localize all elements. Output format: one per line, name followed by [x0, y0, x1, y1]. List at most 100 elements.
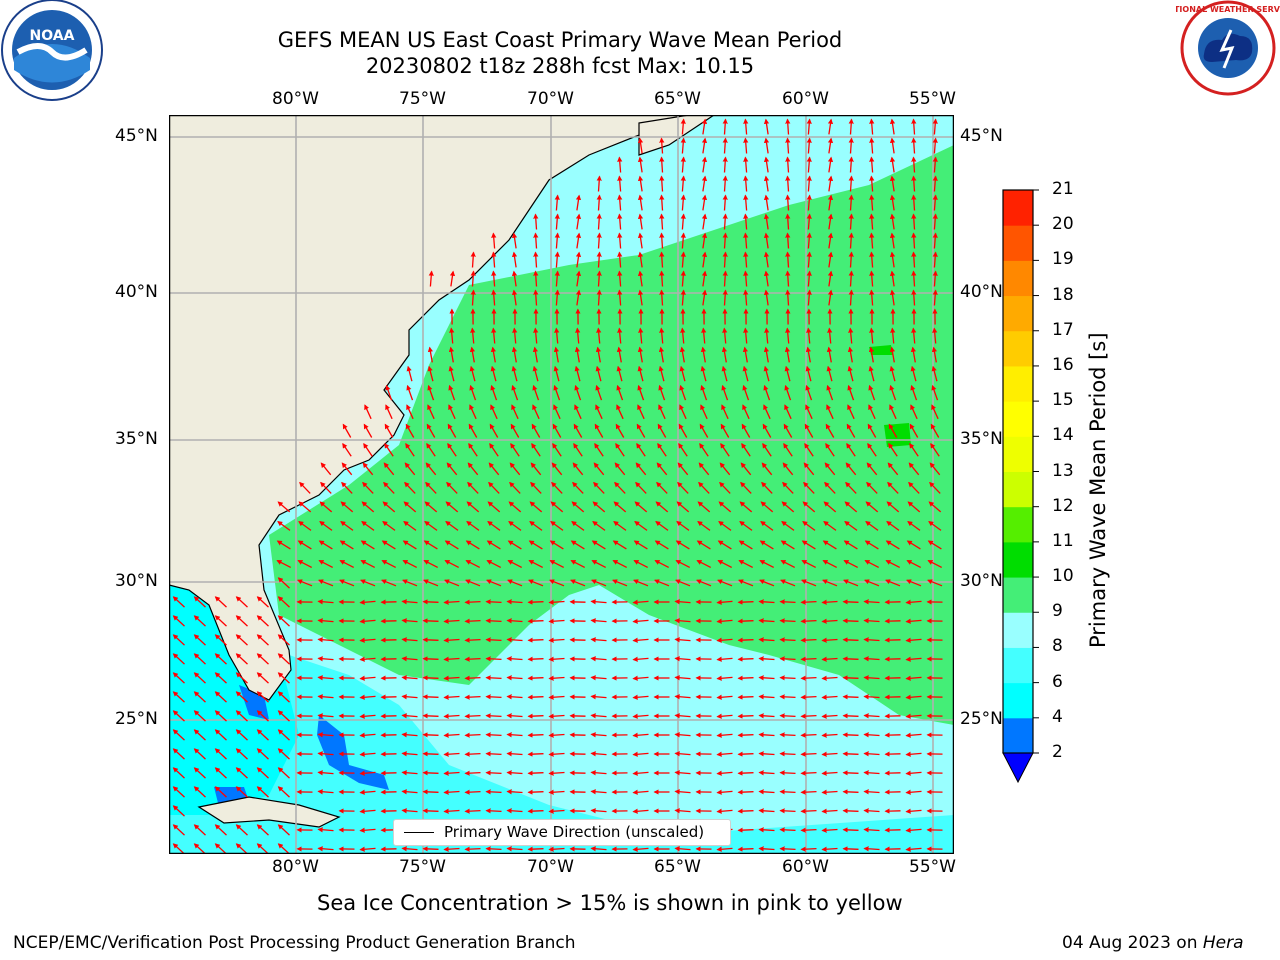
wave-arrow — [443, 789, 460, 795]
wave-arrow — [657, 423, 667, 438]
wave-arrow — [889, 289, 896, 306]
wave-arrow — [889, 118, 896, 135]
wave-arrow — [508, 520, 522, 531]
wave-arrow — [490, 404, 498, 420]
wave-arrow — [590, 808, 607, 814]
wave-arrow — [743, 118, 749, 135]
wave-arrow — [466, 520, 480, 531]
wave-arrow — [680, 251, 686, 268]
wave-arrow — [172, 653, 185, 665]
colorbar-cell — [1003, 577, 1033, 613]
wave-arrow — [464, 618, 481, 624]
wave-arrow — [485, 713, 502, 719]
lat-label-left: 35°N — [115, 429, 158, 449]
wave-arrow — [932, 327, 938, 344]
wave-arrow — [763, 270, 770, 287]
wave-arrow — [485, 618, 502, 624]
wave-arrow — [931, 365, 938, 382]
wave-arrow — [550, 520, 564, 531]
wave-arrow — [783, 442, 793, 457]
wave-arrow — [235, 843, 248, 854]
wave-arrow — [510, 423, 520, 438]
wave-arrow — [844, 501, 858, 513]
wave-arrow — [615, 442, 625, 457]
wave-arrow — [785, 251, 791, 268]
wave-arrow — [674, 618, 691, 624]
wave-arrow — [469, 384, 477, 401]
wave-arrow — [910, 346, 916, 363]
wave-arrow — [716, 675, 733, 681]
wave-arrow — [383, 462, 395, 476]
wave-arrow — [911, 213, 917, 230]
wave-arrow — [680, 232, 686, 249]
wave-arrow — [889, 365, 896, 382]
wave-arrow — [235, 672, 248, 684]
wave-arrow — [847, 346, 853, 363]
wave-arrow — [422, 713, 439, 719]
wave-arrow — [531, 442, 541, 457]
wave-arrow — [800, 808, 817, 814]
wave-arrow — [464, 656, 481, 662]
wave-arrow — [506, 675, 523, 681]
wave-arrow — [658, 365, 665, 382]
wave-arrow — [235, 634, 248, 646]
wave-arrow — [738, 540, 753, 550]
wave-arrow — [425, 481, 437, 494]
wave-arrow — [470, 327, 476, 344]
wave-arrow — [656, 462, 668, 476]
wave-arrow — [758, 713, 775, 719]
wave-arrow — [490, 384, 498, 401]
wave-arrow — [758, 656, 775, 662]
wave-arrow — [193, 634, 206, 646]
wave-arrow — [485, 599, 502, 605]
wave-arrow — [721, 384, 729, 401]
wave-arrow — [800, 827, 817, 833]
wave-arrow — [842, 618, 859, 624]
wave-arrow — [866, 462, 878, 476]
wave-arrow — [594, 442, 604, 457]
wave-arrow — [575, 213, 582, 230]
wave-arrow — [722, 289, 728, 306]
wave-arrow — [172, 596, 185, 608]
wave-arrow — [214, 786, 227, 798]
wave-arrow — [868, 404, 876, 420]
wave-arrow — [470, 270, 476, 287]
wave-arrow — [637, 365, 644, 382]
wave-arrow — [720, 423, 730, 438]
wave-arrow — [868, 346, 874, 363]
wave-arrow — [863, 846, 880, 852]
wave-arrow — [722, 137, 728, 154]
wave-arrow — [359, 618, 376, 624]
wave-arrow — [716, 637, 733, 643]
wave-arrow — [659, 156, 665, 173]
wave-arrow — [511, 251, 518, 268]
wave-arrow — [593, 462, 605, 476]
wave-arrow — [632, 808, 649, 814]
wave-arrow — [845, 481, 857, 494]
wave-arrow — [674, 694, 691, 700]
wave-arrow — [533, 327, 539, 344]
wave-arrow — [511, 270, 518, 287]
map-legend: Primary Wave Direction (unscaled) — [393, 819, 731, 846]
colorbar-tick-label: 13 — [1052, 460, 1074, 481]
wave-arrow — [424, 520, 438, 531]
wave-arrow — [905, 599, 922, 605]
wave-arrow — [763, 156, 770, 173]
wave-arrow — [636, 423, 646, 438]
wave-arrow — [821, 618, 838, 624]
wave-arrow — [404, 462, 416, 476]
wave-arrow — [659, 289, 665, 306]
us-coastline — [169, 115, 690, 701]
wave-arrow — [842, 789, 859, 795]
wave-arrow — [533, 289, 539, 306]
wave-arrow — [277, 767, 290, 779]
wave-arrow — [931, 346, 937, 363]
wave-arrow — [214, 634, 227, 646]
wave-arrow — [256, 824, 269, 836]
wave-arrow — [485, 770, 502, 776]
wave-arrow — [469, 404, 477, 420]
wave-arrow — [932, 137, 938, 154]
wave-arrow — [889, 137, 896, 154]
wave-arrow — [549, 540, 564, 550]
wave-arrow — [590, 789, 607, 795]
